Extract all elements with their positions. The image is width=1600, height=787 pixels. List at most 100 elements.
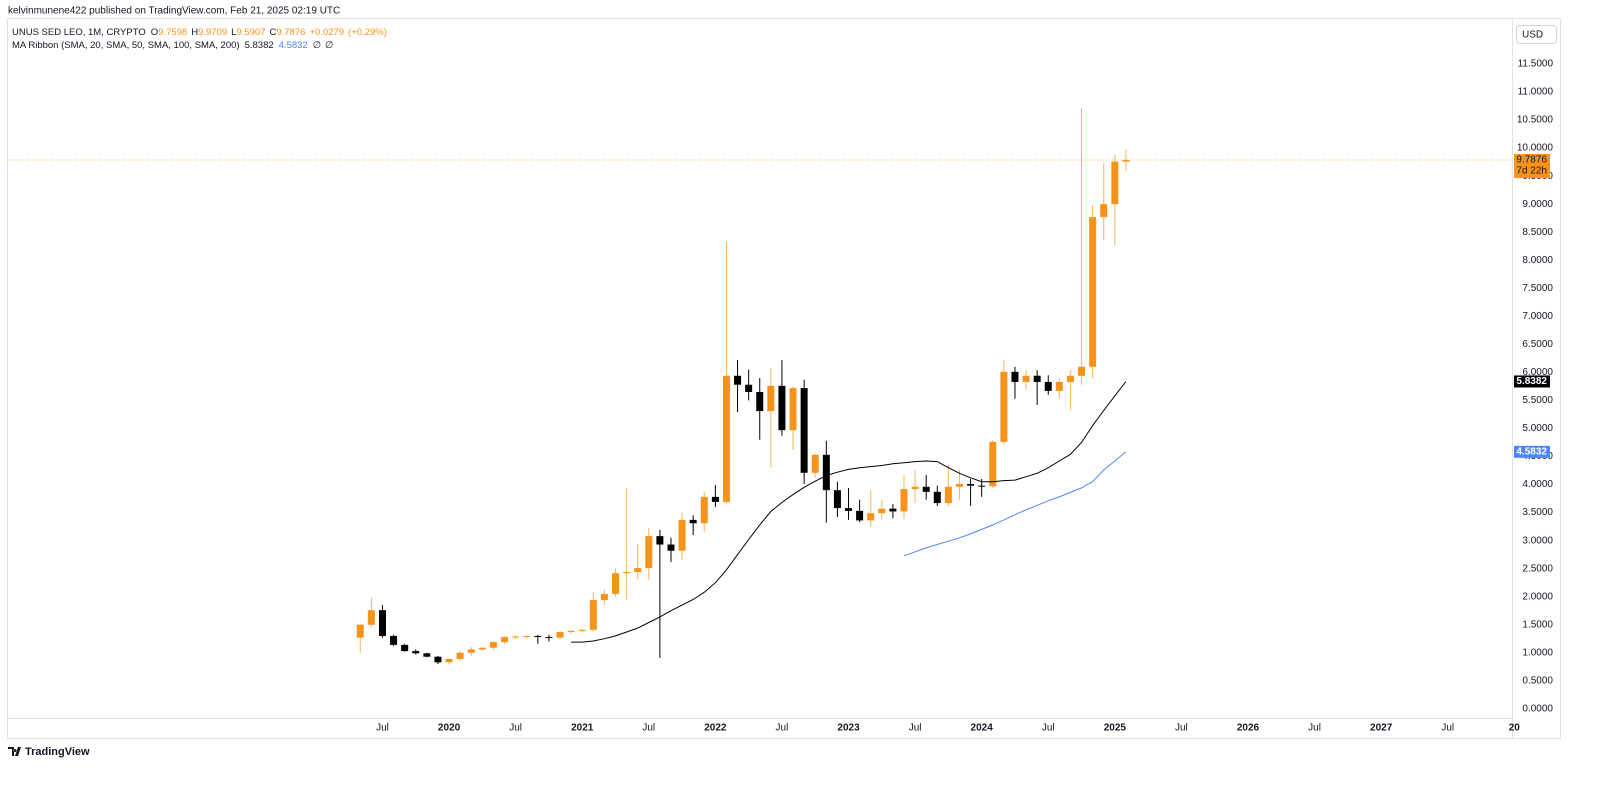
candle-body [512,636,520,638]
y-tick-label: 2.0000 [1522,591,1553,602]
ma-value: 4.5832 [279,40,308,51]
candle-body [523,635,531,637]
y-tick-label: 0.5000 [1522,675,1553,686]
change-pct: (+0.29%) [348,27,387,38]
candle-body [900,489,908,512]
candle-body [467,649,475,653]
candle-body [401,644,409,652]
x-tick-label: Jul [1308,723,1321,734]
ma-value: 5.8382 [245,40,274,51]
plot [8,108,1512,664]
candle-body [356,624,364,638]
x-tick-label: Jul [776,723,789,734]
y-tick-label: 8.5000 [1522,227,1553,238]
ma-empty: ∅ [313,40,321,51]
candle-body [756,392,764,412]
candle-body [645,536,653,569]
candle-body [955,483,963,487]
x-tick-label: Jul [642,723,655,734]
ma-label-box [1514,375,1550,388]
x-tick-label: 2024 [971,723,994,734]
ohlc-letter: C [270,27,277,38]
currency-label: USD [1522,30,1543,41]
candle-body [745,384,753,393]
x-tick-label: Jul [509,723,522,734]
low-value: 9.5907 [236,27,265,38]
candle-body [878,508,886,514]
x-tick-label: Jul [1441,723,1454,734]
y-tick-label: 4.0000 [1522,479,1553,490]
candle-body [423,653,431,657]
candle-body [456,652,464,659]
candle-body [1066,375,1074,382]
chart-frame [7,18,1561,739]
candle-body [567,630,575,633]
y-tick-label: 3.5000 [1522,507,1553,518]
y-tick-label: 11.0000 [1518,87,1554,98]
candle-body [600,593,608,601]
y-tick-label: 1.5000 [1522,619,1553,630]
x-tick-label: Jul [376,723,389,734]
candle-body [390,635,398,645]
countdown-label: 7d 22h [1516,166,1547,177]
candle-body [722,375,730,502]
candle-body [1000,371,1008,442]
y-tick-label: 7.5000 [1522,283,1553,294]
change: +0.0279 [309,27,344,38]
y-tick-label: 10.0000 [1517,143,1554,154]
price-label: 9.7876 [1516,155,1547,166]
candle-body [845,508,853,511]
candle-body [922,486,930,492]
candle-body [1044,381,1052,391]
close-value: 9.7876 [276,27,305,38]
high-value: 9.9709 [198,27,227,38]
candle-body [711,496,719,502]
candle-body [478,647,486,650]
candle-body [1078,366,1086,376]
ohlc-letter: H [191,27,198,38]
candle-body [800,388,808,473]
y-tick-label: 7.0000 [1522,311,1553,322]
price-label-box [1514,154,1550,179]
logo-mark [8,747,21,756]
ma-label: 4.5832 [1516,446,1547,457]
candle-body [811,454,819,473]
candle-body [889,508,897,512]
y-tick-label: 11.5000 [1518,59,1554,70]
candle-body [489,642,497,648]
candle-body [1122,160,1130,162]
candle-body [445,658,453,663]
candle-body [678,519,686,551]
ma-line [903,451,1127,557]
candle-body [545,637,553,639]
x-tick-label: Jul [909,723,922,734]
candle-body [1100,204,1108,218]
candle-body [734,375,742,385]
ma-empty: ∅ [325,40,333,51]
indicator-name: MA Ribbon (SMA, 20, SMA, 50, SMA, 100, S… [12,40,240,51]
y-tick-label: 3.0000 [1522,535,1553,546]
candle-body [933,491,941,504]
candle-body [944,486,952,504]
candle-body [689,519,697,524]
x-tick-label: 2022 [704,723,727,734]
candle-body [978,485,986,487]
currency-button[interactable] [1516,25,1557,44]
x-tick-label: 2026 [1237,723,1260,734]
ma-line [571,381,1127,643]
x-tick-label: Jul [1175,723,1188,734]
candle-body [578,629,586,631]
candle-body [1033,375,1041,382]
x-tick-label: 2021 [571,723,594,734]
x-tick-label: 20 [1509,723,1521,734]
x-tick-label: 2025 [1104,723,1127,734]
candle-body [789,388,797,431]
y-tick-label: 6.5000 [1522,339,1553,350]
x-tick-label: 2027 [1370,723,1393,734]
candle-body [589,600,597,630]
open-value: 9.7598 [158,27,187,38]
brand: TradingView [25,746,90,758]
axes: 0.0000 0.5000 1.0000 1.5000 2.0000 2.5000 3.00… [376,59,1553,734]
